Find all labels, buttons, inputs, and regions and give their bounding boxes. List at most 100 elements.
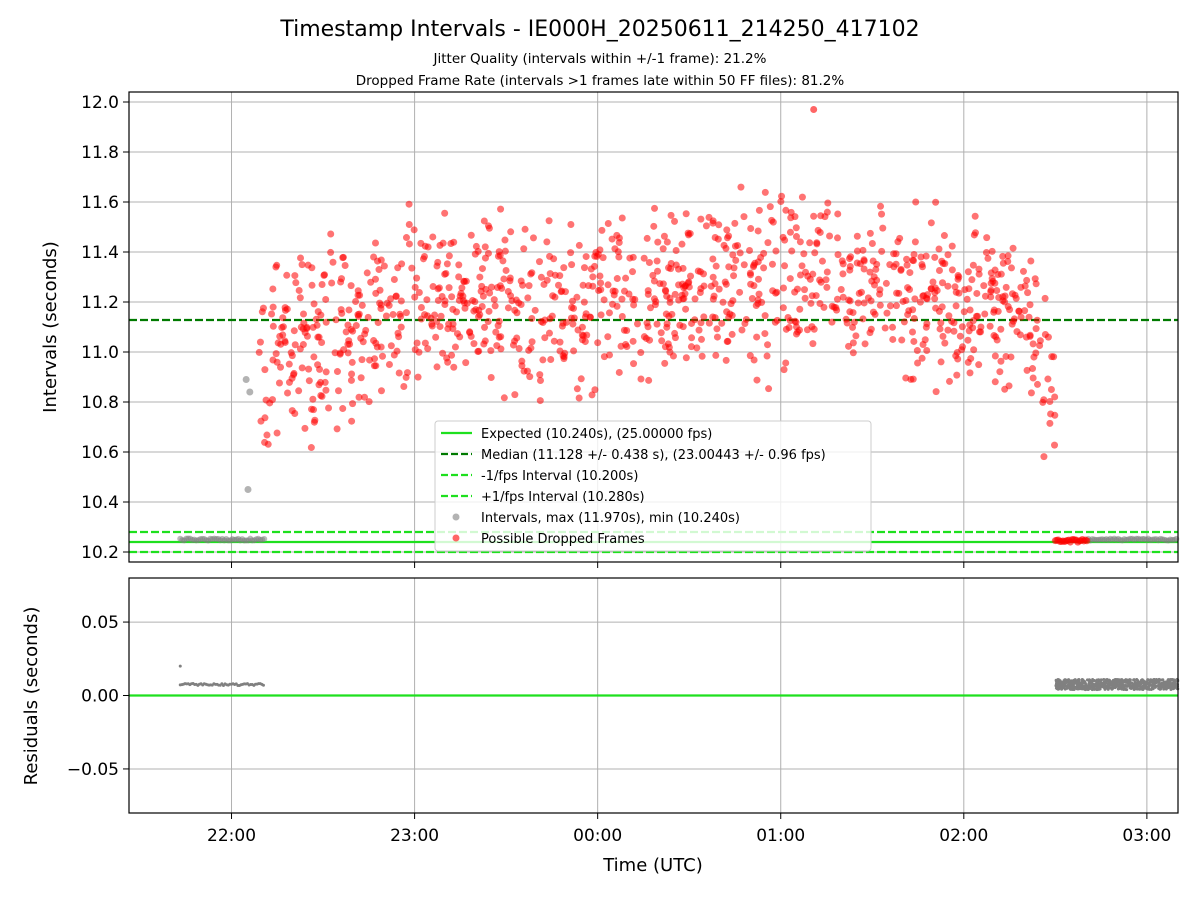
dropped-frame-point	[379, 352, 387, 360]
dropped-frame-point	[535, 258, 543, 266]
dropped-frame-point	[868, 240, 876, 248]
dropped-frame-point	[528, 338, 536, 346]
dropped-frame-point	[344, 321, 352, 329]
dropped-frame-point	[999, 252, 1007, 260]
dropped-frame-point	[370, 337, 378, 345]
figure-title: Timestamp Intervals - IE000H_20250611_21…	[279, 17, 919, 42]
dropped-frame-point	[617, 342, 625, 350]
dropped-frame-point	[570, 304, 578, 312]
dropped-frame-point	[389, 311, 397, 319]
dropped-frame-point	[273, 261, 281, 269]
dropped-frame-point	[846, 266, 854, 274]
dropped-frame-point	[613, 275, 621, 283]
dropped-frame-point	[806, 239, 814, 247]
dropped-frame-point	[506, 277, 514, 285]
residual-point	[1132, 678, 1136, 682]
dropped-frame-point	[502, 266, 510, 274]
dropped-frame-point	[394, 264, 402, 272]
dropped-frame-point	[709, 313, 717, 321]
dropped-frame-point	[630, 301, 638, 309]
dropped-frame-point	[876, 290, 884, 298]
dropped-frame-point	[966, 306, 974, 314]
dropped-frame-point	[987, 288, 995, 296]
dropped-frame-point	[738, 326, 746, 334]
residuals-y-tick-label: 0.05	[81, 613, 119, 633]
dropped-frame-point	[329, 258, 337, 266]
legend-label-median: Median (11.128 +/- 0.438 s), (23.00443 +…	[481, 448, 826, 463]
dropped-frame-point	[290, 327, 298, 335]
dropped-frame-point	[429, 233, 437, 241]
dropped-frame-point	[377, 387, 385, 395]
dropped-frame-point	[1027, 257, 1035, 265]
dropped-frame-point	[536, 376, 544, 384]
dropped-frame-point	[974, 312, 982, 320]
dropped-frame-point	[366, 356, 374, 364]
dropped-frame-point	[444, 358, 452, 366]
dropped-frame-point	[320, 271, 328, 279]
dropped-frame-point	[560, 355, 568, 363]
dropped-frame-point	[545, 329, 553, 337]
dropped-frame-point	[357, 374, 365, 382]
residual-point	[1054, 684, 1058, 688]
dropped-frame-point	[964, 268, 972, 276]
dropped-frame-point	[540, 280, 548, 288]
dropped-frame-point	[539, 356, 547, 364]
residual-point	[1074, 681, 1078, 685]
dropped-frame-point	[810, 212, 818, 220]
dropped-frame-point	[475, 347, 483, 355]
dropped-frame-point	[665, 264, 673, 272]
dropped-frame-point	[445, 284, 453, 292]
dropped-frame-point	[881, 324, 889, 332]
dropped-frame-point	[318, 280, 326, 288]
residual-point	[1068, 686, 1072, 690]
dropped-frame-point	[375, 266, 383, 274]
dropped-frame-point	[322, 318, 330, 326]
dropped-frame-point	[991, 378, 999, 386]
dropped-frame-point	[849, 339, 857, 347]
dropped-frame-point	[736, 249, 744, 257]
dropped-frame-point	[305, 377, 313, 385]
legend-box	[434, 420, 872, 552]
dropped-frame-point	[750, 356, 758, 364]
dropped-frame-point	[591, 386, 599, 394]
dropped-frame-point	[1083, 537, 1091, 545]
residual-point	[1071, 682, 1075, 686]
dropped-frame-point	[424, 345, 432, 353]
dropped-frame-point	[451, 343, 459, 351]
dropped-frame-point	[629, 268, 637, 276]
dropped-frame-point	[269, 285, 277, 293]
dropped-frame-point	[945, 312, 953, 320]
dropped-frame-point	[711, 233, 719, 241]
dropped-frame-point	[710, 292, 718, 300]
dropped-frame-point	[561, 288, 569, 296]
dropped-frame-point	[913, 347, 921, 355]
dropped-frame-point	[773, 316, 781, 324]
dropped-frame-point	[560, 264, 568, 272]
dropped-frame-point	[853, 232, 861, 240]
dropped-frame-point	[500, 394, 508, 402]
dropped-frame-point	[600, 353, 608, 361]
dropped-frame-point	[285, 378, 293, 386]
dropped-frame-point	[1021, 282, 1029, 290]
dropped-frame-point	[421, 339, 429, 347]
dropped-frame-point	[665, 343, 673, 351]
dropped-frame-point	[310, 300, 318, 308]
dropped-frame-point	[308, 281, 316, 289]
dropped-frame-point	[471, 250, 479, 258]
dropped-frame-point	[910, 337, 918, 345]
dropped-frame-point	[256, 338, 264, 346]
dropped-frame-point	[667, 211, 675, 219]
residual-point	[261, 683, 265, 687]
dropped-frame-point	[322, 368, 330, 376]
dropped-frame-point	[1051, 393, 1059, 401]
dropped-frame-point	[780, 366, 788, 374]
dropped-frame-point	[1023, 276, 1031, 284]
residual-point	[1125, 688, 1129, 692]
dropped-frame-point	[449, 325, 457, 333]
dropped-frame-point	[705, 319, 713, 327]
dropped-frame-point	[675, 296, 683, 304]
dropped-frame-point	[968, 276, 976, 284]
dropped-frame-point	[715, 285, 723, 293]
residual-point	[1162, 687, 1166, 691]
